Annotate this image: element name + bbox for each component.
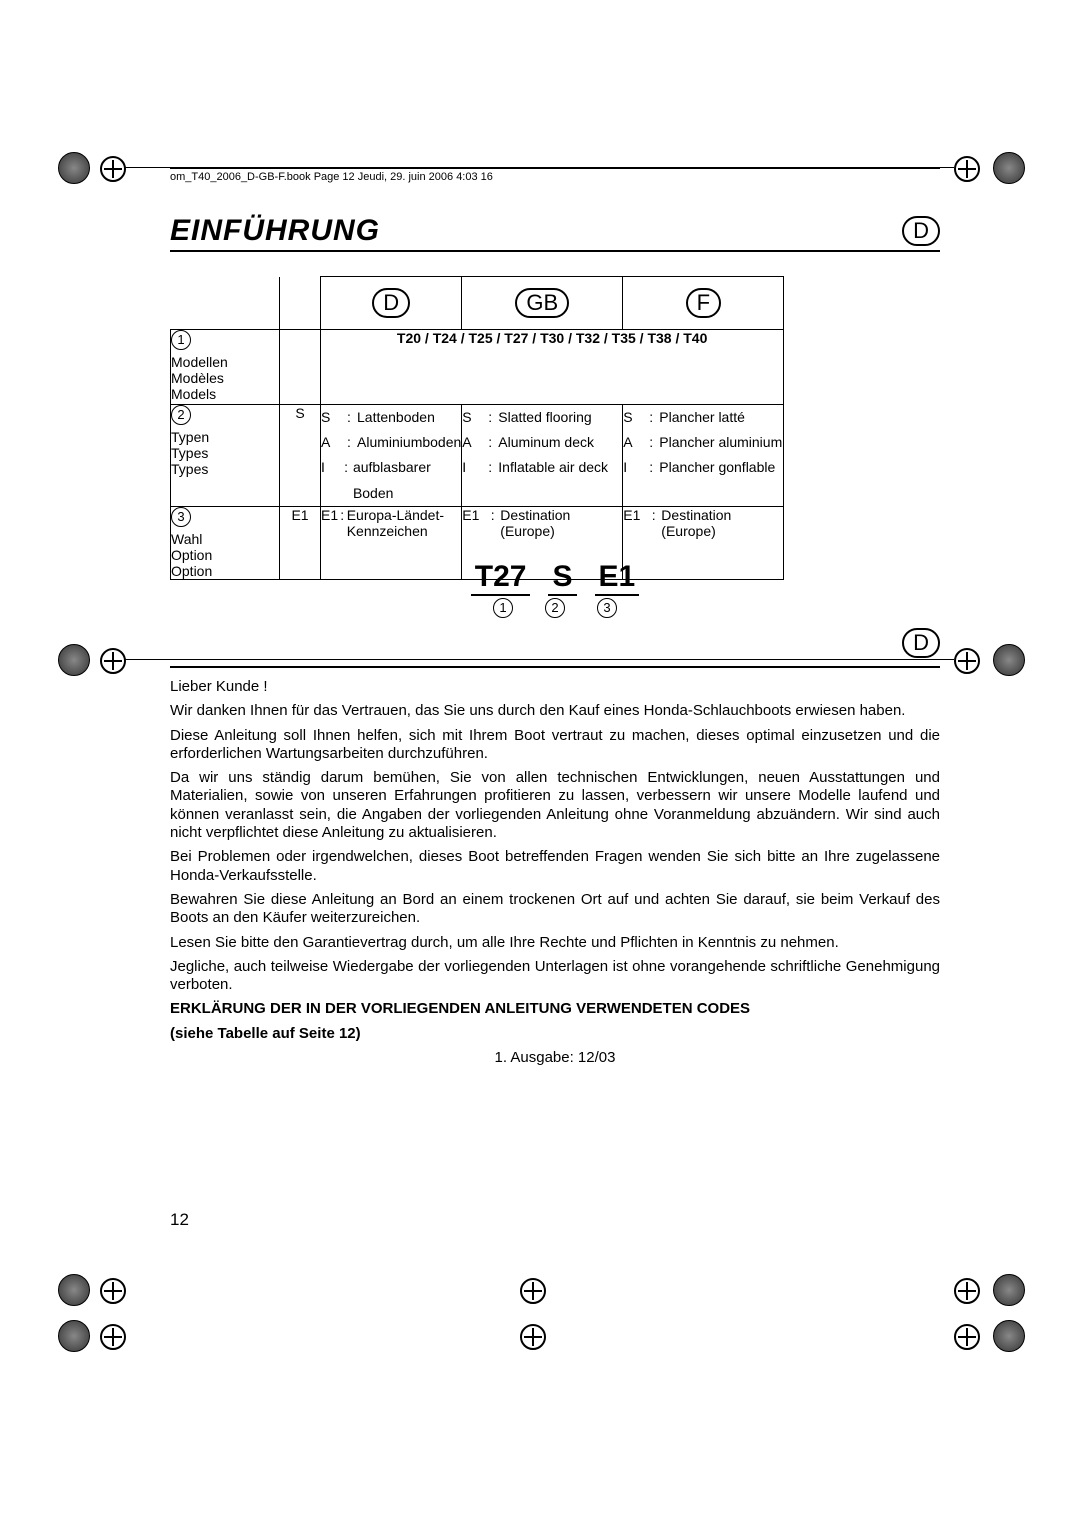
example-part1: T27	[471, 560, 531, 596]
reg-mark	[993, 1274, 1025, 1306]
reg-mark	[58, 644, 90, 676]
reg-mark	[954, 1324, 980, 1350]
sub-heading: (siehe Tabelle auf Seite 12)	[170, 1025, 940, 1043]
reg-mark	[58, 1320, 90, 1352]
row2-label-d: Typen	[171, 429, 209, 445]
title-row: EINFÜHRUNG D	[170, 214, 940, 248]
model-code-example: T27 S E1 1 2 3	[170, 560, 940, 622]
title-underline	[170, 250, 940, 252]
body-p6: Lesen Sie bitte den Garantievertrag durc…	[170, 934, 940, 952]
row2-types-d: S:Lattenboden A:Aluminiumboden I:aufblas…	[321, 405, 462, 507]
table-header-d: D	[321, 277, 462, 330]
lang-badge-f: F	[686, 288, 721, 318]
body-p2: Diese Anleitung soll Ihnen helfen, sich …	[170, 727, 940, 764]
codes-table: D GB F 1 Modellen Modèles Models T20 / T…	[170, 276, 784, 580]
model-list: T20 / T24 / T25 / T27 / T30 / T32 / T35 …	[321, 330, 784, 405]
reg-mark	[954, 156, 980, 182]
row2-label: 2 Typen Types Types	[171, 405, 280, 507]
example-num3: 3	[597, 598, 617, 618]
row1-label-gb: Modèles	[171, 370, 224, 386]
section-heading: ERKLÄRUNG DER IN DER VORLIEGENDEN ANLEIT…	[170, 1000, 940, 1018]
body-p4: Bei Problemen oder irgendwelchen, dieses…	[170, 848, 940, 885]
row2-label-gb: Types	[171, 445, 208, 461]
reg-mark	[520, 1324, 546, 1350]
lang-badge-gb: GB	[515, 288, 569, 318]
reg-mark	[100, 1278, 126, 1304]
body-p1: Wir danken Ihnen für das Vertrauen, das …	[170, 702, 940, 720]
table-header-f: F	[623, 277, 784, 330]
body-p5: Bewahren Sie diese Anleitung an Bord an …	[170, 891, 940, 928]
greeting: Lieber Kunde !	[170, 678, 940, 696]
reg-mark	[58, 152, 90, 184]
reg-mark	[954, 648, 980, 674]
lang-badge-d: D	[372, 288, 410, 318]
row2-code: S	[280, 405, 321, 507]
reg-mark	[520, 1278, 546, 1304]
header-footer-text: om_T40_2006_D-GB-F.book Page 12 Jeudi, 2…	[170, 168, 940, 183]
lang-badge-d: D	[902, 216, 940, 246]
row1-label: 1 Modellen Modèles Models	[171, 330, 280, 405]
page-title: EINFÜHRUNG	[170, 214, 380, 248]
row2-label-f: Types	[171, 461, 208, 477]
example-part2: S	[548, 560, 576, 596]
reg-mark	[58, 1274, 90, 1306]
example-num1: 1	[493, 598, 513, 618]
row1-label-f: Models	[171, 386, 216, 402]
row1-num: 1	[171, 330, 191, 350]
crop-line	[124, 659, 954, 660]
lang-badge-d-section: D	[902, 628, 940, 658]
row1-label-d: Modellen	[171, 354, 228, 370]
row3-label-d: Wahl	[171, 531, 202, 547]
row3-num: 3	[171, 507, 191, 527]
section-underline	[170, 666, 940, 668]
reg-mark	[100, 156, 126, 182]
example-part3: E1	[595, 560, 640, 596]
edition-line: 1. Ausgabe: 12/03	[170, 1049, 940, 1067]
reg-mark	[100, 1324, 126, 1350]
example-num2: 2	[545, 598, 565, 618]
reg-mark	[993, 1320, 1025, 1352]
page-number: 12	[170, 1210, 189, 1230]
body-p3: Da wir uns ständig darum bemühen, Sie vo…	[170, 769, 940, 842]
body-p7: Jegliche, auch teilweise Wiedergabe der …	[170, 958, 940, 995]
body-text: Lieber Kunde ! Wir danken Ihnen für das …	[170, 678, 940, 1073]
row2-types-gb: S:Slatted flooring A:Aluminum deck I:Inf…	[462, 405, 623, 507]
row2-types-f: S:Plancher latté A:Plancher aluminium I:…	[623, 405, 784, 507]
reg-mark	[100, 648, 126, 674]
reg-mark	[993, 644, 1025, 676]
row2-num: 2	[171, 405, 191, 425]
reg-mark	[954, 1278, 980, 1304]
reg-mark	[993, 152, 1025, 184]
table-header-gb: GB	[462, 277, 623, 330]
